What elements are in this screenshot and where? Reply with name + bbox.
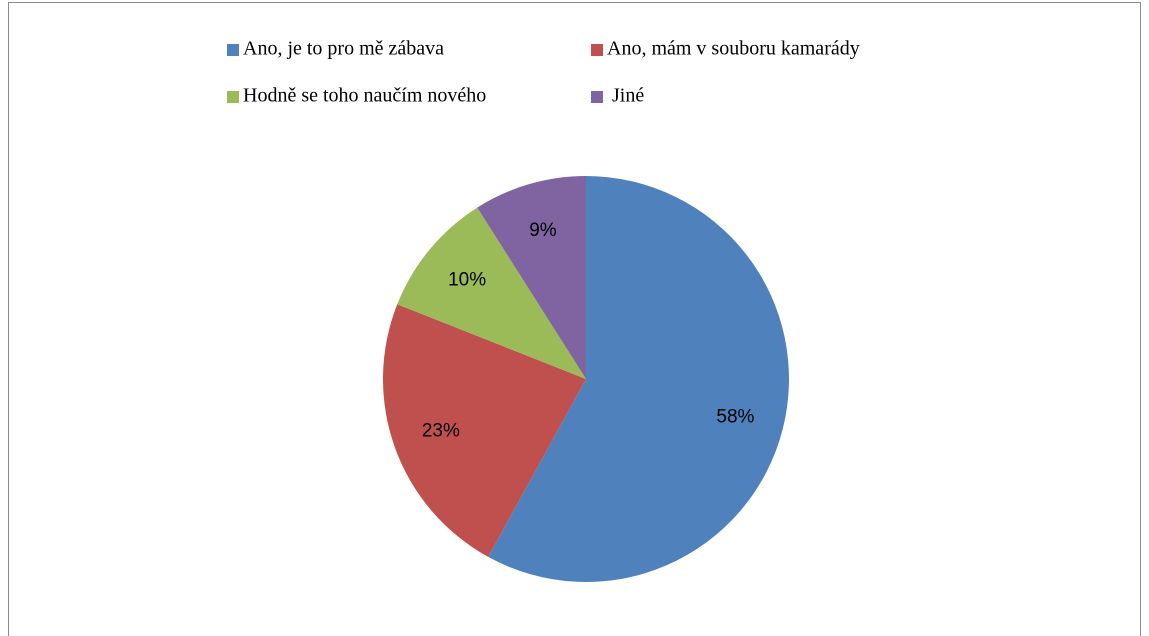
legend-swatch (227, 91, 239, 103)
chart-frame (8, 2, 1141, 636)
data-label: 10% (448, 270, 486, 291)
pie-slice (488, 176, 789, 582)
legend-label: Hodně se toho naučím nového (243, 85, 486, 107)
pie-slice (477, 176, 586, 379)
legend-swatch (591, 44, 603, 56)
legend-label: Jiné (607, 85, 644, 107)
pie-slice (397, 207, 586, 379)
data-label: 9% (529, 220, 557, 241)
legend-swatch (591, 91, 603, 103)
legend-label: Ano, mám v souboru kamarády (607, 38, 860, 60)
data-label: 58% (716, 406, 754, 427)
data-label: 23% (422, 420, 460, 441)
legend-swatch (227, 44, 239, 56)
pie-slice (383, 304, 586, 557)
legend-label: Ano, je to pro mě zábava (243, 38, 444, 60)
